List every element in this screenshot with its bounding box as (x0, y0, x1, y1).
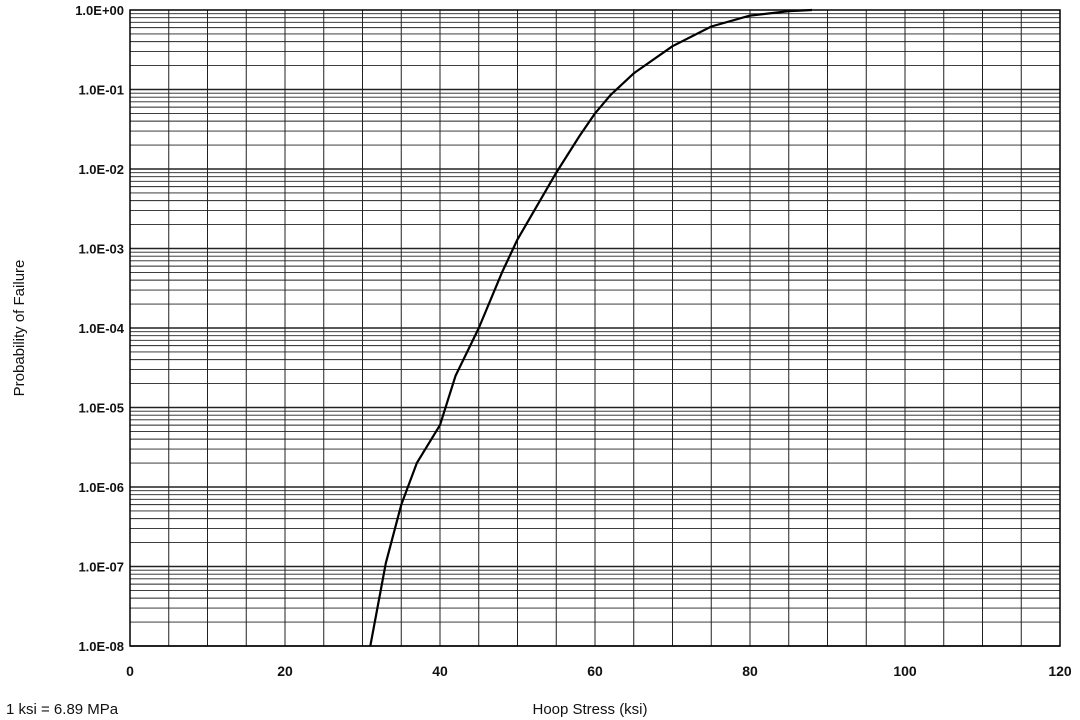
y-tick-label: 1.0E-06 (78, 480, 124, 495)
y-tick-label: 1.0E-08 (78, 639, 124, 654)
y-tick-label: 1.0E-05 (78, 401, 124, 416)
y-axis-title: Probability of Failure (11, 260, 28, 397)
x-tick-label: 60 (587, 663, 603, 679)
y-tick-label: 1.0E-07 (78, 560, 124, 575)
y-tick-label: 1.0E-02 (78, 162, 124, 177)
y-tick-label: 1.0E-04 (78, 321, 124, 336)
x-tick-label: 80 (742, 663, 758, 679)
x-tick-label: 100 (893, 663, 917, 679)
x-tick-label: 20 (277, 663, 293, 679)
series-group (369, 8, 813, 647)
y-tick-label: 1.0E-03 (78, 242, 124, 257)
y-tick-labels: 1.0E+00 1.0E-01 1.0E-02 1.0E-03 1.0E-04 1.0E-… (75, 3, 125, 654)
grid-lines (130, 10, 1060, 647)
x-tick-labels: 0 20 40 60 80 100 120 (126, 663, 1072, 679)
x-tick-label: 120 (1048, 663, 1072, 679)
x-axis-title: Hoop Stress (ksi) (532, 701, 647, 718)
series-line (369, 8, 813, 647)
unit-conversion-note: 1 ksi = 6.89 MPa (6, 701, 119, 718)
x-tick-label: 0 (126, 663, 134, 679)
plot-frame (129, 9, 1061, 647)
y-tick-label: 1.0E-01 (78, 83, 124, 98)
x-tick-label: 40 (432, 663, 448, 679)
y-tick-label: 1.0E+00 (75, 3, 124, 18)
